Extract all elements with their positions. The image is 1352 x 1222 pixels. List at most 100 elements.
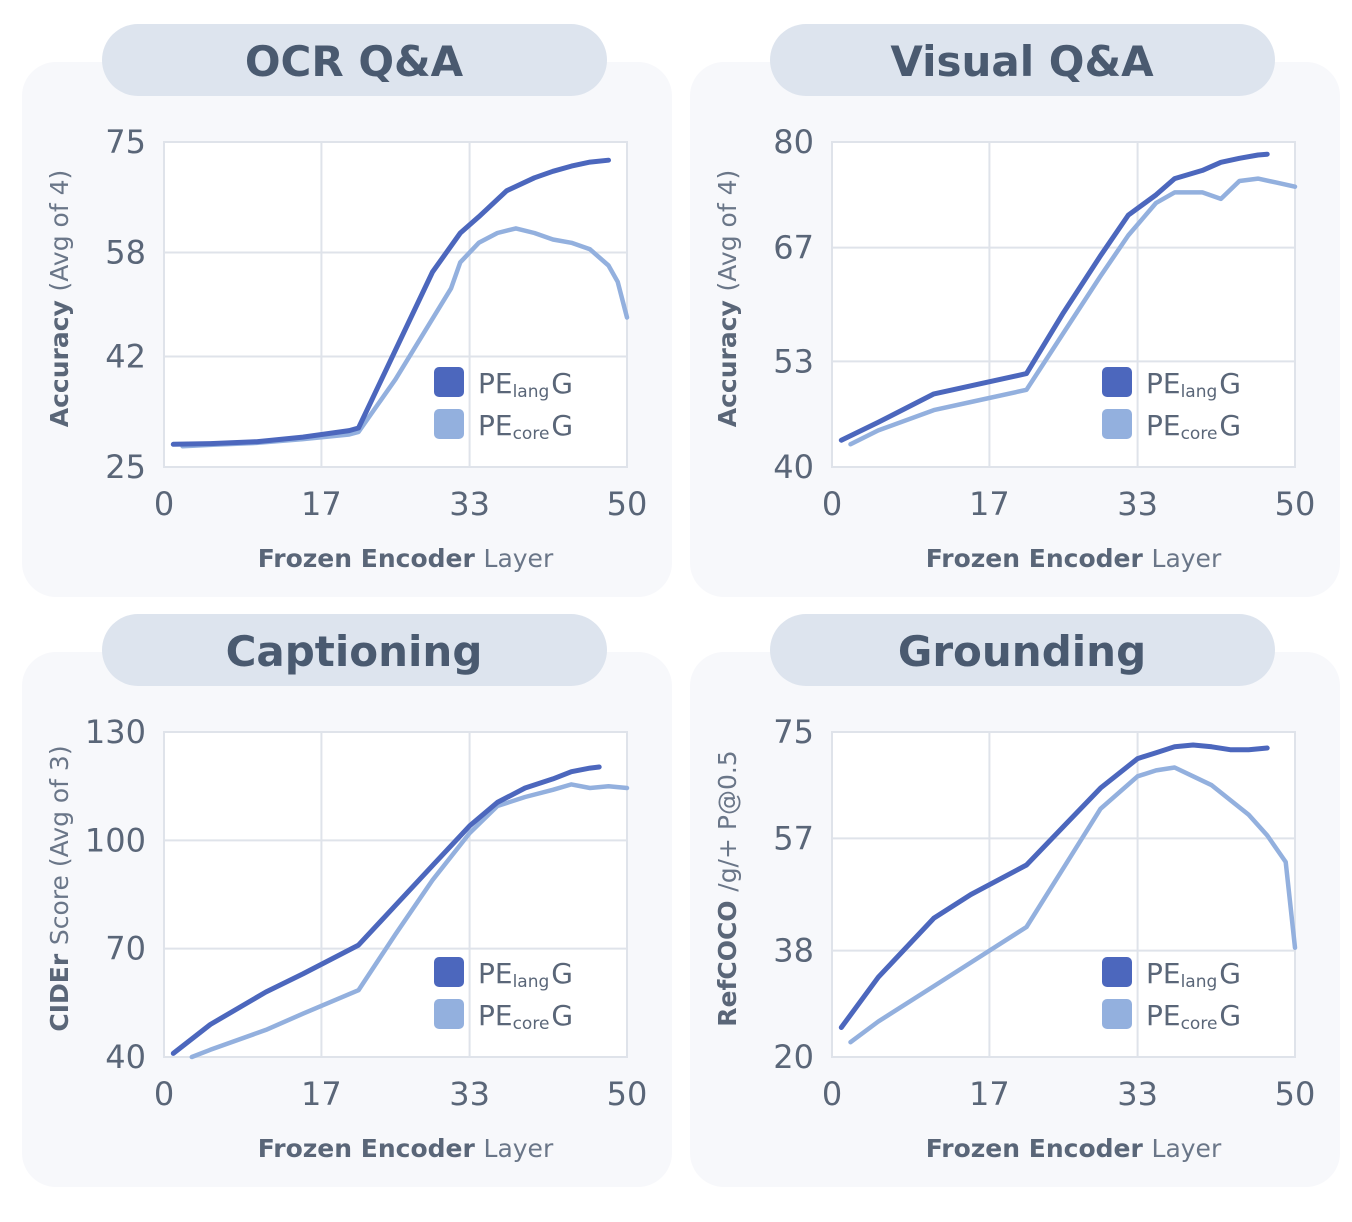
panel-ocr-qa: OCR Q&A 0 17 33 50 25 42 58 75 Frozen Encoder Lay… bbox=[22, 22, 682, 612]
legend-suffix: G bbox=[1219, 409, 1241, 442]
y-axis-label-bold: Accuracy bbox=[45, 291, 74, 427]
x-tick-label: 50 bbox=[1275, 485, 1316, 523]
y-tick-label: 25 bbox=[105, 448, 146, 486]
y-axis-label-rest: Score (Avg of 3) bbox=[45, 745, 74, 945]
legend-sub: core bbox=[513, 1014, 550, 1034]
x-axis-label-rest: Layer bbox=[484, 544, 554, 573]
x-tick-label: 0 bbox=[822, 1075, 842, 1113]
y-tick-label: 70 bbox=[105, 930, 146, 968]
y-axis-label-rest: (Avg of 4) bbox=[713, 170, 742, 292]
chart-title: Captioning bbox=[226, 627, 483, 676]
series-line-pelang-g bbox=[170, 157, 611, 447]
x-tick-label: 33 bbox=[449, 1075, 490, 1113]
series-line-pelang-g bbox=[838, 742, 1270, 1030]
legend-swatch-core bbox=[1102, 409, 1132, 439]
x-axis-label-rest: Layer bbox=[1152, 1134, 1222, 1163]
y-axis-label: Accuracy (Avg of 4) bbox=[45, 170, 74, 428]
legend-label-core: PEcoreG bbox=[478, 999, 573, 1034]
chart-svg: Grounding 0 17 33 50 20 38 57 75 Frozen Encoder L… bbox=[690, 614, 1340, 1187]
y-tick-label: 58 bbox=[105, 234, 146, 272]
x-tick-label: 33 bbox=[449, 485, 490, 523]
x-tick-label: 33 bbox=[1117, 485, 1158, 523]
x-tick-label: 50 bbox=[607, 1075, 648, 1113]
legend-sub: lang bbox=[1181, 382, 1218, 402]
legend-suffix: G bbox=[551, 999, 573, 1032]
series-line-pecore-g bbox=[848, 176, 1298, 447]
legend-suffix: G bbox=[551, 957, 573, 990]
chart-svg: OCR Q&A 0 17 33 50 25 42 58 75 Frozen Encoder Lay… bbox=[22, 24, 672, 597]
y-axis-label: Accuracy (Avg of 4) bbox=[713, 170, 742, 428]
legend-suffix: G bbox=[1219, 367, 1241, 400]
legend-swatch-core bbox=[434, 999, 464, 1029]
legend-label-core: PEcoreG bbox=[1146, 409, 1241, 444]
plot-area bbox=[163, 141, 628, 468]
legend-label-lang: PElangG bbox=[1146, 957, 1241, 992]
legend-main: PE bbox=[1146, 999, 1181, 1032]
title-pill bbox=[770, 24, 1275, 96]
legend-sub: core bbox=[1181, 1014, 1218, 1034]
legend-main: PE bbox=[1146, 957, 1181, 990]
title-pill bbox=[102, 614, 607, 686]
legend-label-lang: PElangG bbox=[478, 367, 573, 402]
legend-swatch-lang bbox=[1102, 957, 1132, 987]
legend-main: PE bbox=[478, 957, 513, 990]
x-tick-label: 33 bbox=[1117, 1075, 1158, 1113]
legend-main: PE bbox=[478, 409, 513, 442]
legend-suffix: G bbox=[1219, 957, 1241, 990]
y-tick-label: 20 bbox=[773, 1038, 814, 1076]
legend-sub: lang bbox=[513, 382, 550, 402]
x-tick-label: 50 bbox=[1275, 1075, 1316, 1113]
x-axis-label-bold: Frozen Encoder bbox=[258, 1134, 484, 1163]
x-tick-label: 50 bbox=[607, 485, 648, 523]
x-axis-label-bold: Frozen Encoder bbox=[926, 1134, 1152, 1163]
chart-svg: Visual Q&A 0 17 33 50 40 53 67 80 Frozen Encoder … bbox=[690, 24, 1340, 597]
y-tick-label: 40 bbox=[773, 448, 814, 486]
y-axis-label-rest: /g/+ P@0.5 bbox=[713, 750, 742, 891]
x-tick-label: 0 bbox=[154, 1075, 174, 1113]
y-tick-label: 38 bbox=[773, 932, 814, 970]
x-tick-label: 17 bbox=[969, 1075, 1010, 1113]
legend-sub: core bbox=[1181, 424, 1218, 444]
chart-title: OCR Q&A bbox=[245, 37, 464, 86]
legend-swatch-lang bbox=[1102, 367, 1132, 397]
series-line-pelang-g bbox=[170, 764, 602, 1056]
legend-label-core: PEcoreG bbox=[1146, 999, 1241, 1034]
x-axis-label-rest: Layer bbox=[484, 1134, 554, 1163]
y-tick-label: 53 bbox=[773, 342, 814, 380]
title-pill bbox=[102, 24, 607, 96]
y-axis-label-bold: RefCOCO bbox=[713, 892, 742, 1027]
x-axis-label: Frozen Encoder Layer bbox=[258, 544, 554, 573]
legend-label-lang: PElangG bbox=[1146, 367, 1241, 402]
legend-main: PE bbox=[1146, 409, 1181, 442]
x-axis-label-bold: Frozen Encoder bbox=[926, 544, 1152, 573]
x-axis-label: Frozen Encoder Layer bbox=[926, 544, 1222, 573]
y-tick-label: 57 bbox=[773, 819, 814, 857]
legend-label-lang: PElangG bbox=[478, 957, 573, 992]
x-tick-label: 17 bbox=[301, 485, 342, 523]
legend-suffix: G bbox=[551, 409, 573, 442]
x-axis-label-bold: Frozen Encoder bbox=[258, 544, 484, 573]
x-axis-label: Frozen Encoder Layer bbox=[258, 1134, 554, 1163]
legend-sub: lang bbox=[1181, 972, 1218, 992]
legend-suffix: G bbox=[1219, 999, 1241, 1032]
y-axis-label-bold: CIDEr bbox=[45, 945, 74, 1032]
legend-main: PE bbox=[478, 367, 513, 400]
chart-title: Visual Q&A bbox=[890, 37, 1154, 86]
legend-sub: lang bbox=[513, 972, 550, 992]
legend-suffix: G bbox=[551, 367, 573, 400]
y-tick-label: 75 bbox=[773, 713, 814, 751]
legend-swatch-core bbox=[1102, 999, 1132, 1029]
x-axis-label: Frozen Encoder Layer bbox=[926, 1134, 1222, 1163]
x-tick-label: 0 bbox=[154, 485, 174, 523]
y-axis-label-rest: (Avg of 4) bbox=[45, 170, 74, 292]
series-line-pelang-g bbox=[838, 151, 1270, 443]
x-tick-label: 17 bbox=[301, 1075, 342, 1113]
series-line-pecore-g bbox=[189, 782, 630, 1060]
y-tick-label: 75 bbox=[105, 123, 146, 161]
legend-label-core: PEcoreG bbox=[478, 409, 573, 444]
panel-grounding: Grounding 0 17 33 50 20 38 57 75 Frozen Encoder L… bbox=[690, 612, 1350, 1202]
panel-captioning: Captioning 0 17 33 50 40 70 100 130 Frozen Encode… bbox=[22, 612, 682, 1202]
y-tick-label: 42 bbox=[105, 338, 146, 376]
x-tick-label: 17 bbox=[969, 485, 1010, 523]
chart-title: Grounding bbox=[898, 627, 1146, 676]
